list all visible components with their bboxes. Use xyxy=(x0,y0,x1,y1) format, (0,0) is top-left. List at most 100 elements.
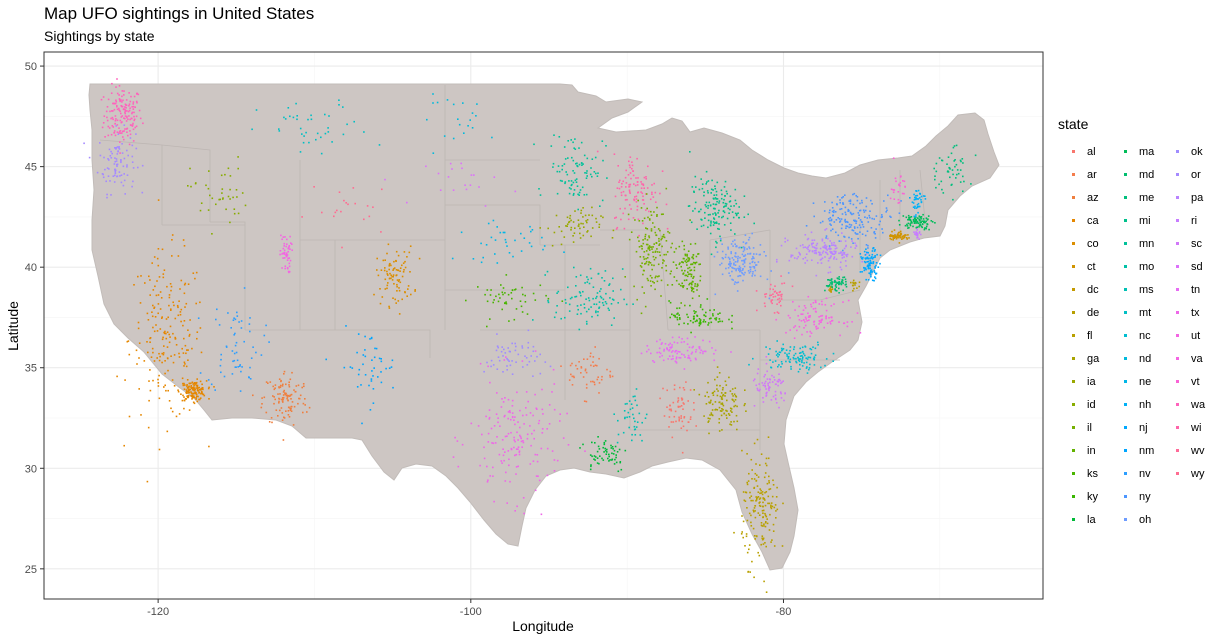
sighting-point xyxy=(166,430,169,433)
sighting-point xyxy=(804,324,807,327)
sighting-point xyxy=(512,255,514,258)
sighting-point xyxy=(163,345,165,347)
sighting-point xyxy=(296,115,298,117)
sighting-point xyxy=(122,130,124,133)
sighting-point xyxy=(825,316,827,318)
sighting-point xyxy=(734,261,737,263)
sighting-point xyxy=(285,383,287,386)
sighting-cluster-ne xyxy=(451,219,565,264)
sighting-point xyxy=(823,326,825,329)
sighting-point xyxy=(925,227,927,229)
sighting-point xyxy=(436,101,439,104)
sighting-point xyxy=(287,399,289,401)
legend-item-nd: nd xyxy=(1110,347,1162,370)
sighting-point xyxy=(761,535,764,537)
sighting-point xyxy=(845,244,847,247)
sighting-point xyxy=(233,334,235,336)
sighting-point xyxy=(356,351,358,354)
sighting-point xyxy=(915,218,918,221)
sighting-point xyxy=(580,141,583,144)
sighting-point xyxy=(288,265,291,268)
sighting-point xyxy=(520,437,522,440)
sighting-point xyxy=(387,274,389,276)
sighting-point xyxy=(641,192,644,195)
sighting-point xyxy=(801,365,804,367)
sighting-point xyxy=(516,431,518,434)
sighting-point xyxy=(834,211,837,213)
sighting-point xyxy=(652,280,654,283)
legend-label: va xyxy=(1191,352,1203,365)
sighting-point xyxy=(694,336,696,338)
sighting-point xyxy=(162,353,165,356)
sighting-point xyxy=(916,229,918,231)
sighting-point xyxy=(738,269,740,271)
sighting-cluster-nm xyxy=(325,325,394,425)
sighting-point xyxy=(498,293,500,296)
sighting-point xyxy=(661,342,663,344)
sighting-point xyxy=(556,170,559,173)
sighting-point xyxy=(743,255,746,257)
sighting-point xyxy=(208,398,210,400)
sighting-point xyxy=(685,261,688,264)
sighting-point xyxy=(686,337,689,340)
sighting-point xyxy=(808,244,811,247)
sighting-point xyxy=(813,246,816,249)
sighting-point xyxy=(489,294,492,296)
sighting-point xyxy=(756,309,758,312)
sighting-point xyxy=(611,446,614,448)
sighting-point xyxy=(614,458,616,461)
sighting-point xyxy=(865,278,867,281)
sighting-point xyxy=(645,227,647,229)
sighting-point xyxy=(830,278,833,280)
sighting-point xyxy=(126,127,129,130)
sighting-point xyxy=(372,388,375,390)
sighting-point xyxy=(630,231,633,233)
sighting-point xyxy=(578,147,580,149)
sighting-point xyxy=(866,251,868,254)
sighting-point xyxy=(495,349,498,352)
sighting-point xyxy=(704,204,707,206)
sighting-point xyxy=(744,271,746,274)
sighting-point xyxy=(918,218,920,221)
sighting-point xyxy=(903,234,905,237)
sighting-point xyxy=(608,309,610,311)
sighting-point xyxy=(153,306,156,309)
sighting-point xyxy=(288,246,290,248)
sighting-point xyxy=(195,381,198,384)
sighting-point xyxy=(805,357,807,359)
sighting-point xyxy=(558,170,561,173)
sighting-point xyxy=(676,342,679,344)
sighting-point xyxy=(728,318,730,321)
sighting-point xyxy=(635,250,638,253)
sighting-point xyxy=(960,160,962,163)
sighting-point xyxy=(142,122,144,125)
sighting-point xyxy=(107,175,110,177)
sighting-point xyxy=(919,221,922,224)
sighting-point xyxy=(560,243,563,246)
sighting-point xyxy=(523,237,526,239)
sighting-point xyxy=(698,324,701,327)
sighting-point xyxy=(106,119,109,122)
sighting-point xyxy=(792,356,795,359)
sighting-point xyxy=(129,137,132,139)
sighting-point xyxy=(112,102,115,105)
sighting-point xyxy=(810,305,813,308)
sighting-point xyxy=(682,408,684,410)
sighting-point xyxy=(914,198,917,201)
sighting-point xyxy=(489,381,491,384)
sighting-point xyxy=(645,193,647,195)
sighting-point xyxy=(392,297,394,299)
sighting-point xyxy=(388,305,390,308)
sighting-point xyxy=(282,247,285,250)
sighting-point xyxy=(190,382,192,385)
sighting-point xyxy=(824,364,826,367)
sighting-point xyxy=(757,551,759,554)
sighting-point xyxy=(955,163,958,166)
sighting-point xyxy=(762,512,764,514)
sighting-point xyxy=(398,289,401,292)
sighting-point xyxy=(580,312,582,315)
sighting-point xyxy=(481,433,483,436)
sighting-point xyxy=(286,267,289,269)
sighting-point xyxy=(741,272,744,275)
sighting-point xyxy=(762,397,764,399)
